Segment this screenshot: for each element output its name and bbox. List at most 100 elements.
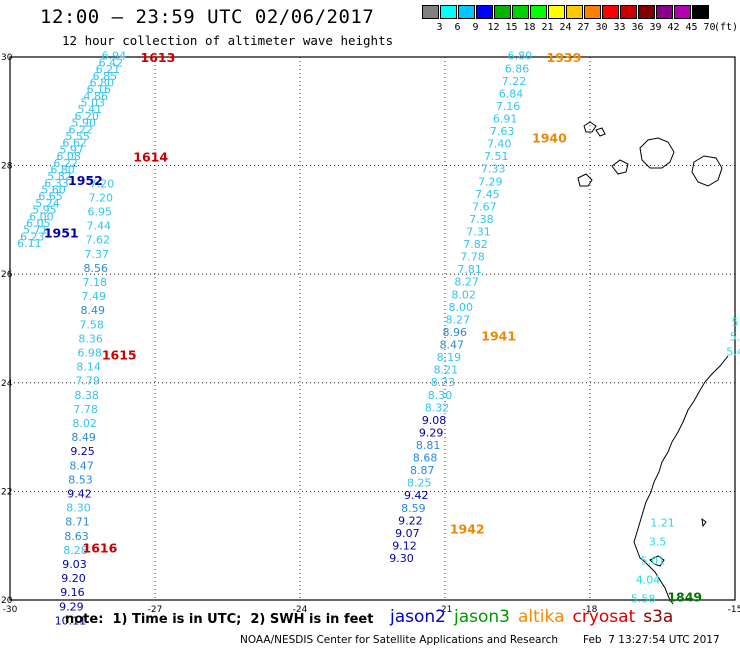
- wave-height-value: 5.4: [726, 346, 740, 359]
- scale-swatch: [566, 5, 583, 19]
- wave-height-value: 8.27: [445, 313, 470, 326]
- wave-height-value: 7.20: [89, 191, 114, 204]
- wave-height-value: 8.87: [410, 464, 435, 477]
- scale-swatch: [548, 5, 565, 19]
- scale-label: 24: [559, 22, 572, 33]
- satellite-legend: jason2 jason3 altika cryosat s3a: [390, 607, 681, 627]
- wave-height-value: 7.62: [86, 234, 111, 247]
- footer-credit: NOAA/NESDIS Center for Satellite Applica…: [240, 634, 558, 646]
- wave-height-value: 1.21: [650, 517, 675, 530]
- wave-height-value: 5.60: [41, 184, 66, 197]
- wave-height-value: 8.28: [63, 544, 88, 557]
- lon-tick-label: -30: [3, 605, 18, 615]
- wave-height-value: 6.80: [508, 50, 533, 63]
- wave-height-value: 8.21: [434, 364, 459, 377]
- wave-height-tracks: 6.946.426.216.856.806.164.865.035.416.20…: [17, 50, 740, 628]
- orbit-number-label: 1940: [532, 130, 567, 145]
- orbit-number-label: 1942: [450, 521, 485, 536]
- wave-height-value: 6.22: [68, 123, 93, 136]
- satellite-legend-jason2: jason2: [390, 607, 446, 627]
- wave-height-value: 7.45: [475, 188, 500, 201]
- wave-height-value: 8.02: [451, 288, 476, 301]
- orbit-number-label: 1939: [547, 50, 582, 65]
- wave-height-value: 9.07: [395, 527, 420, 540]
- scale-label: 9: [472, 22, 479, 33]
- orbit-number-label: 1941: [481, 329, 516, 344]
- wave-height-value: 5.41: [78, 103, 103, 116]
- scale-label: 27: [577, 22, 590, 33]
- satellite-legend-cryosat: cryosat: [572, 607, 636, 627]
- scale-label: (ft): [714, 22, 739, 33]
- scale-label: 3: [436, 22, 443, 33]
- wave-height-value: 4.86: [84, 90, 109, 103]
- wave-height-value: 8.27: [454, 276, 479, 289]
- wave-height-value: 7.82: [463, 238, 488, 251]
- scale-swatch: [458, 5, 475, 19]
- wave-height-value: 6.62: [62, 137, 87, 150]
- wave-height-value: 8.02: [72, 417, 97, 430]
- scale-label: 12: [487, 22, 500, 33]
- wave-height-value: 7.58: [79, 318, 104, 331]
- wave-height-value: 5.24: [35, 197, 60, 210]
- orbit-number-label: 1849: [667, 589, 702, 604]
- scale-swatch: [512, 5, 529, 19]
- wave-height-value: 4.04: [636, 574, 661, 587]
- wave-height-value: 9.16: [60, 586, 85, 599]
- wave-height-value: 8.68: [413, 452, 438, 465]
- wave-height-value: 9.30: [389, 552, 414, 565]
- scale-label: 15: [505, 22, 518, 33]
- wave-height-value: 8.30: [428, 389, 453, 402]
- wave-height-value: 6.11: [17, 237, 42, 250]
- wave-height-value: 9.42: [404, 489, 429, 502]
- wave-height-value: 6.84: [499, 87, 524, 100]
- wave-height-value: 8.49: [80, 304, 105, 317]
- scale-label: 42: [667, 22, 680, 33]
- scale-label: 18: [523, 22, 536, 33]
- scale-label: 21: [541, 22, 554, 33]
- wave-height-value: 6.00: [29, 210, 54, 223]
- wave-height-value: 8.81: [416, 439, 441, 452]
- wave-height-value: 7.78: [460, 251, 485, 264]
- scale-swatch: [476, 5, 493, 19]
- wave-height-value: 8.25: [407, 477, 432, 490]
- wave-height-value: 7.67: [472, 200, 497, 213]
- lat-tick-label: 24: [1, 379, 13, 389]
- orbit-number-label: 1615: [102, 348, 137, 363]
- wave-height-value: 5: [732, 316, 739, 329]
- wave-height-value: 7.51: [484, 150, 509, 163]
- orbit-number-label: 1951: [44, 225, 79, 240]
- wave-height-value: 8.63: [64, 530, 89, 543]
- scale-swatch: [440, 5, 457, 19]
- wave-height-value: 8.47: [69, 459, 94, 472]
- wave-height-value: 6.42: [99, 56, 124, 69]
- wave-height-value: 8.32: [425, 401, 450, 414]
- lon-tick-label: -15: [728, 605, 740, 615]
- wave-height-value: 5.: [730, 331, 740, 344]
- wave-height-value: 7.29: [478, 175, 503, 188]
- wave-height-value: 3.5: [649, 536, 667, 549]
- lat-tick-label: 20: [1, 596, 13, 606]
- lat-lon-grid: -30 -27 -24 -21 -18 -15 30 28 26 24 22 20: [1, 53, 740, 615]
- scale-label: 30: [595, 22, 608, 33]
- satellite-legend-altika: altika: [518, 607, 565, 627]
- wave-height-value: 6.16: [87, 83, 112, 96]
- wave-height-value: 7.81: [457, 263, 482, 276]
- wave-height-value: 6.80: [50, 163, 75, 176]
- wave-height-value: 5.71: [23, 224, 48, 237]
- wave-height-value: 6.23: [20, 230, 45, 243]
- scale-label: 45: [685, 22, 698, 33]
- wave-height-value: 6.08: [56, 150, 81, 163]
- lon-tick-label: -18: [583, 605, 598, 615]
- orbit-number-label: 1616: [83, 540, 118, 555]
- wave-height-value: 8.38: [74, 389, 99, 402]
- orbit-number-label: 1952: [68, 173, 103, 188]
- orbit-number-label: 1614: [133, 149, 168, 164]
- lat-tick-label: 26: [1, 270, 13, 280]
- wave-height-value: 8.49: [71, 431, 96, 444]
- wave-height-value: 6.94: [102, 50, 127, 63]
- wave-height-value: 5.97: [59, 143, 84, 156]
- wave-height-value: 8.00: [448, 301, 473, 314]
- wave-height-value: 5.95: [32, 204, 57, 217]
- orbit-number-label: 1613: [141, 50, 176, 65]
- wave-height-value: 9.42: [67, 488, 92, 501]
